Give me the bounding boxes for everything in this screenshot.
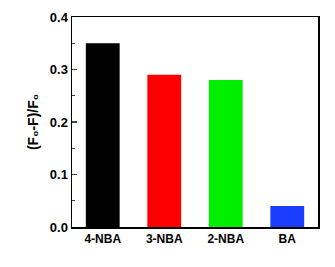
svg-text:0.1: 0.1 xyxy=(50,167,68,182)
svg-text:0.4: 0.4 xyxy=(50,10,69,25)
svg-text:(F₀-F)/F₀: (F₀-F)/F₀ xyxy=(25,94,41,150)
svg-text:4-NBA: 4-NBA xyxy=(84,232,121,246)
svg-text:BA: BA xyxy=(279,232,297,246)
svg-text:2-NBA: 2-NBA xyxy=(207,232,244,246)
svg-text:3-NBA: 3-NBA xyxy=(146,232,183,246)
svg-text:0.0: 0.0 xyxy=(50,220,68,235)
svg-text:0.2: 0.2 xyxy=(50,115,68,130)
svg-text:0.3: 0.3 xyxy=(50,62,68,77)
